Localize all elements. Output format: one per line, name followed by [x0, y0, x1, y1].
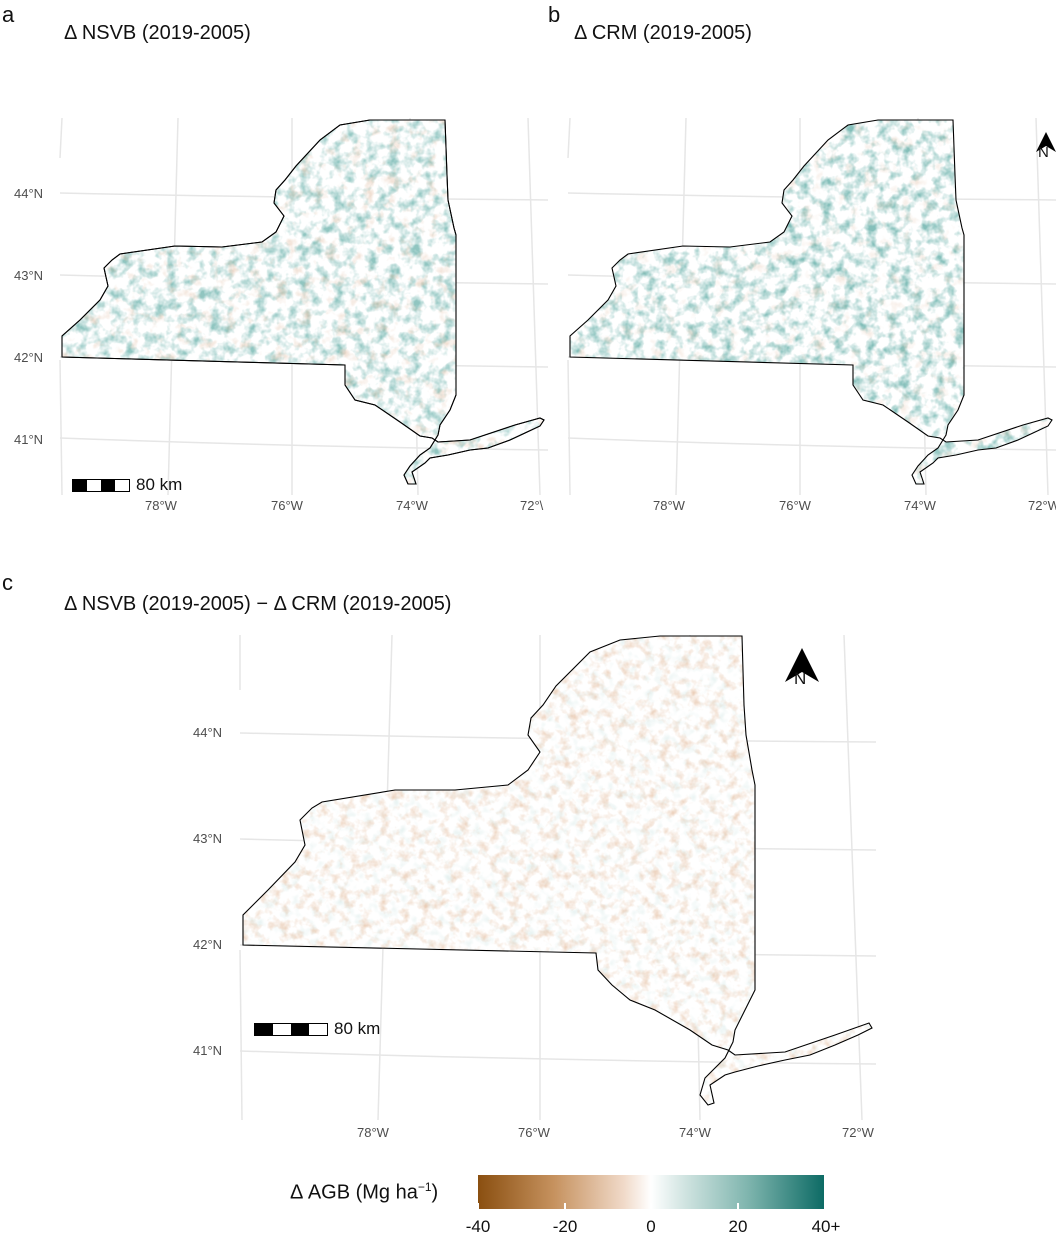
panel-c-lon-78: 78°W — [357, 1125, 389, 1140]
panel-c-lon-76: 76°W — [518, 1125, 550, 1140]
panel-b-state-outline — [569, 119, 1053, 485]
panel-a-lon-74: 74°W — [396, 498, 428, 513]
panel-c-lat-42: 42°N — [193, 937, 223, 952]
panel-c-lat-41: 41°N — [193, 1043, 223, 1058]
legend-tick-mark — [650, 1203, 652, 1209]
panel-a-scalebar-label: 80 km — [136, 475, 183, 494]
panel-c-north-arrow-icon — [785, 648, 819, 682]
panel-b-lon-72: 72°W — [1028, 498, 1056, 513]
panel-b-map — [567, 117, 1056, 496]
legend-label-0: 0 — [646, 1217, 656, 1236]
panel-c-letter: c — [2, 570, 13, 595]
panel-a-lat-41: 41°N — [14, 432, 44, 447]
panel-c-lat-44: 44°N — [193, 725, 223, 740]
panel-b-north-arrow-icon — [1036, 132, 1056, 152]
panel-a-lon-72: 72°\ — [520, 498, 544, 513]
legend-tick-mark — [564, 1203, 566, 1209]
legend-tick-mark — [737, 1203, 739, 1209]
panel-b-north-label: N — [1038, 144, 1049, 161]
legend-label-20: 20 — [728, 1217, 748, 1236]
panel-a-lat-44: 44°N — [14, 186, 44, 201]
panel-c-title: Δ NSVB (2019-2005) − Δ CRM (2019-2005) — [64, 593, 452, 615]
legend-title-text: Δ AGB (Mg ha — [290, 1181, 418, 1204]
panel-a-scalebar: 80 km — [72, 475, 182, 495]
panel-b-lon-76: 76°W — [779, 498, 811, 513]
panel-c-north-label: N — [794, 669, 807, 688]
panel-a-lat-42: 42°N — [14, 350, 44, 365]
panel-c-state-outline — [242, 635, 873, 1106]
legend-tick-mark — [477, 1203, 479, 1209]
panel-b-title: Δ CRM (2019-2005) — [574, 22, 752, 44]
panel-c-lat-43: 43°N — [193, 831, 223, 846]
panel-c-map — [239, 634, 877, 1121]
panel-b-lon-74: 74°W — [904, 498, 936, 513]
panel-c-lon-72: 72°W — [842, 1125, 874, 1140]
legend-title-close: ) — [431, 1181, 439, 1204]
panel-a-map — [59, 117, 549, 496]
legend-label-neg20: -20 — [552, 1217, 578, 1236]
panel-c-scalebar-label: 80 km — [334, 1019, 381, 1038]
legend-label-40plus: 40+ — [811, 1217, 841, 1236]
legend-title: Δ AGB (Mg ha−1) — [290, 1180, 438, 1205]
panel-b-letter: b — [548, 2, 561, 27]
panel-c-scalebar: 80 km — [254, 1019, 380, 1039]
panel-c-lon-74: 74°W — [679, 1125, 711, 1140]
panel-a-lon-76: 76°W — [271, 498, 303, 513]
legend-title-sup: −1 — [417, 1180, 432, 1194]
panel-a-lat-43: 43°N — [14, 268, 44, 283]
panel-b-lon-78: 78°W — [653, 498, 685, 513]
panel-a-letter: a — [2, 2, 15, 27]
legend-label-neg40: -40 — [465, 1217, 491, 1236]
panel-a-title: Δ NSVB (2019-2005) — [64, 22, 251, 44]
panel-a-lon-78: 78°W — [145, 498, 177, 513]
